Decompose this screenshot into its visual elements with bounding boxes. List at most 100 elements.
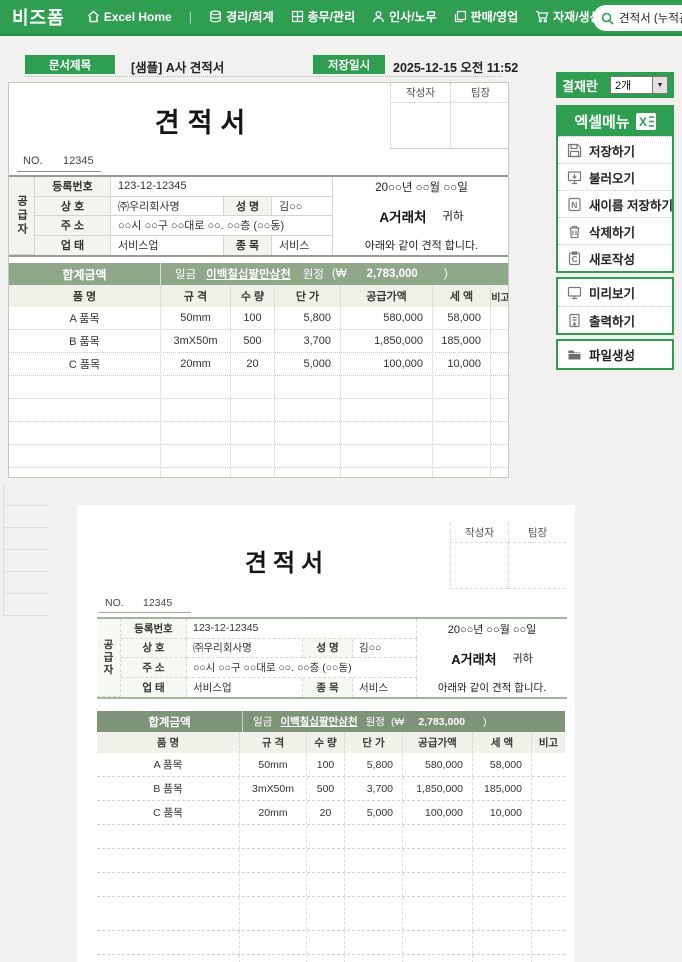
total-amount-bar: 합계금액 일금 이백칠십팔만삼천 원정 (₩ 2,783,000 ) [9,263,508,285]
wonjung-label: 원정 [302,269,324,281]
excel-menu-title: 엑셀메뉴 [574,114,630,131]
client-name: A거래처 [451,651,497,667]
items-header-row: 품 명 규 격 수 량 단 가 공급가액 세 액 비고 [9,285,508,307]
doc-title-value: [샘플] A사 견적서 [131,61,225,75]
cell: 50mm [240,753,307,776]
company-label: 상 호 [121,638,187,658]
cell: A 품목 [9,307,161,329]
name-value: 김○○ [353,638,417,658]
menu-item-print[interactable]: 출력하기 [558,306,672,333]
quote-preview: 작성자 팀장 견적서 NO. 12345 공급자 등록번호 123-12-123… [77,505,575,962]
cell [532,753,565,776]
cell: 3mX50m [240,777,307,800]
name-label: 성 명 [224,196,272,216]
menu-item-new[interactable]: C 새로작성 [558,244,672,271]
empty-row [97,825,565,849]
saved-time-badge: 저장일시 [313,55,385,74]
cell: 100 [231,307,275,329]
nav-item-excel-home[interactable]: Excel Home [87,10,172,24]
svg-text:C: C [572,255,578,264]
menu-item-preview[interactable]: 미리보기 [558,279,672,306]
empty-row [97,849,565,873]
menu-item-create-file[interactable]: 파일생성 [558,341,672,368]
save-as-icon: N [568,197,581,211]
col-header: 세 액 [433,285,491,307]
menu-item-load[interactable]: 불러오기 [558,163,672,190]
approval-writer-sign-cell [450,543,508,589]
nav-item-finance[interactable]: 경리/회계 [209,8,274,25]
nav-separator: | [188,9,193,24]
nav-item-hr[interactable]: 인사/노무 [372,8,437,25]
menu-item-delete[interactable]: 삭제하기 [558,217,672,244]
biz-value: 서비스업 [111,235,224,255]
addr-label: 주 소 [35,216,111,236]
cell: 500 [231,330,275,352]
col-header: 품 명 [97,732,240,753]
nav-item-production[interactable]: 자재/생산 [535,8,601,25]
excel-icon: X [635,113,656,130]
search-box[interactable] [593,5,682,31]
col-header: 수 량 [307,732,345,753]
cell: 5,000 [275,353,341,375]
paren-open: (₩ [390,715,405,728]
col-header: 규 격 [240,732,307,753]
cell: 1,850,000 [341,330,433,352]
cell: 3mX50m [161,330,231,352]
col-header: 세 액 [473,732,532,753]
preview-total-amount-bar: 합계금액 일금 이백칠십팔만삼천 원정 (₩ 2,783,000 ) [97,711,565,732]
cell: 580,000 [403,753,473,776]
item-value: 서비스 [272,235,333,255]
grid-icon [291,10,303,23]
approval-manager-label: 팀장 [450,83,508,103]
biz-label: 업 태 [35,235,111,255]
wonjung-label: 원정 [365,716,385,728]
approval-count-dropdown[interactable]: 2개 ▼ [610,76,668,94]
empty-row [97,955,565,962]
empty-row [97,873,565,897]
no-underline [99,612,191,613]
nav-item-label: 자재/생산 [553,10,601,24]
dropdown-arrow-icon[interactable]: ▼ [652,77,667,93]
nav-item-label: 경리/회계 [226,10,274,24]
total-label: 합계금액 [9,263,161,285]
nav-item-admin[interactable]: 총무/관리 [291,8,356,25]
quote-date: 20○○년 ○○월 ○○일 [447,624,537,636]
biz-label: 업 태 [121,677,187,697]
total-amount-text: 일금 이백칠십팔만삼천 원정 (₩ 2,783,000 ) [161,266,508,282]
no-underline [17,171,101,172]
supplier-section: 공급자 등록번호 123-12-12345 상 호 ㈜우리회사명 성 명 김○○… [9,175,508,257]
search-input[interactable] [619,12,682,24]
total-amount-text: 일금 이백칠십팔만삼천 원정 (₩ 2,783,000 ) [243,714,565,729]
menu-item-save[interactable]: 저장하기 [558,136,672,163]
preview-recipient-section: 20○○년 ○○월 ○○일 A거래처 귀하 아래와 같이 견적 합니다. [417,619,567,697]
empty-row [9,468,508,477]
approval-manager-label: 팀장 [508,523,566,543]
preview-items-table: 품 명 규 격 수 량 단 가 공급가액 세 액 비고 A 품목 50mm 10… [97,732,565,962]
cell: 100,000 [403,801,473,824]
reg-value: 123-12-12345 [111,177,333,197]
item-value: 서비스 [353,677,417,697]
nav-item-label: 총무/관리 [307,10,356,24]
menu-item-save-as[interactable]: N 새이름 저장하기 [558,190,673,217]
brand-logo[interactable]: 비즈폼 [12,7,65,28]
search-icon [601,12,614,25]
addr-value: ○○시 ○○구 ○○대로 ○○. ○○층 (○○동) [187,658,417,678]
preview-document-title: 견적서 [244,550,330,577]
col-header: 규 격 [161,285,231,307]
name-label: 성 명 [303,638,353,658]
cell: 3,700 [345,777,403,800]
menu-item-label: 출력하기 [589,314,636,329]
empty-row [9,376,508,399]
addr-value: ○○시 ○○구 ○○대로 ○○. ○○층 (○○동) [111,216,333,236]
nav-item-label: Excel Home [103,9,172,24]
preview-supplier-section: 공급자 등록번호 123-12-12345 상 호 ㈜우리회사명 성 명 김○○… [97,617,567,699]
trash-icon [569,225,580,238]
menu-item-label: 파일생성 [589,349,636,363]
menu-item-label: 미리보기 [589,287,636,301]
output-menu-box: 미리보기 출력하기 [556,277,674,335]
nav-item-sales[interactable]: 판매/영업 [454,8,518,25]
monitor-icon [567,286,582,300]
approval-table: 작성자 팀장 [390,83,508,149]
total-label: 합계금액 [97,711,243,732]
file-menu-box: 파일생성 [556,339,674,370]
